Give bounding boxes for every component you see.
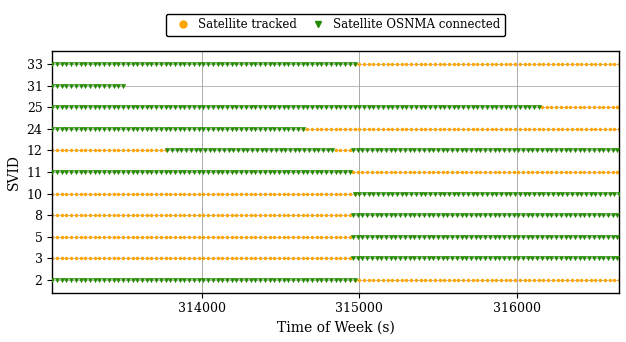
- X-axis label: Time of Week (s): Time of Week (s): [277, 321, 394, 335]
- Legend: Satellite tracked, Satellite OSNMA connected: Satellite tracked, Satellite OSNMA conne…: [166, 14, 505, 36]
- Y-axis label: SVID: SVID: [7, 154, 21, 190]
